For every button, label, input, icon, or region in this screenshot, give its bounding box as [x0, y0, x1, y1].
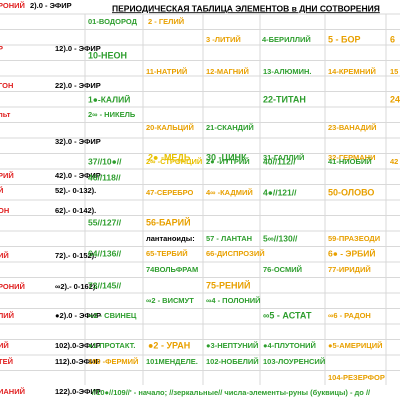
- cell-text: 21-СКАНДИЙ: [206, 123, 254, 132]
- cell-text: 42).0 - ЭФИР: [55, 171, 101, 180]
- cell-text: 22-ТИТАН: [263, 94, 306, 104]
- cell-text: ТЕЙ: [0, 357, 13, 366]
- cell-text: РОНИЙ: [0, 282, 25, 291]
- cell-text: ●3-НЕПТУНИЙ: [206, 341, 258, 350]
- cell-text: 4-БЕРИЛЛИЙ: [262, 35, 311, 44]
- cell-text: 14-КРЕМНИЙ: [328, 67, 376, 76]
- cell-text: 59-ПРАЗЕОДИ: [328, 234, 380, 243]
- cell-text: 6: [390, 34, 395, 44]
- cell-text: 6● - ЭРБИЙ: [328, 247, 375, 258]
- cell-text: ∞5 - АСТАТ: [263, 310, 312, 320]
- cell-text: ГОН: [0, 81, 13, 90]
- cell-text: 102).0-ЭФИР: [55, 341, 101, 350]
- cell-text: 22).0 - ЭФИР: [55, 81, 101, 90]
- cell-text: 11-НАТРИЙ: [146, 67, 187, 76]
- cell-text: ИЙ: [0, 341, 9, 350]
- cell-text: 13-АЛЮМИН.: [263, 67, 311, 76]
- cell-text: 32-ГЕРМАНИ: [328, 153, 375, 162]
- cell-text: //10●//109//' - начало; //зеркальные// ч…: [92, 388, 371, 397]
- cell-text: ∞2 - ВИСМУТ: [146, 296, 194, 305]
- cell-text: 57 - ЛАНТАН: [206, 234, 252, 243]
- cell-text: 112).0-ЭФИР: [55, 357, 100, 366]
- cell-text: 4●//121//: [263, 187, 297, 197]
- cell-text: 32).0 - ЭФИР: [55, 137, 101, 146]
- cell-text: лантаноиды:: [146, 234, 195, 243]
- cell-text: 104-РЕЗЕРФОР: [328, 373, 385, 382]
- cell-text: ОН: [0, 206, 9, 215]
- cell-text: ●2).0 - ЭФИР: [55, 311, 101, 320]
- cell-text: ИАНИЙ: [0, 387, 25, 396]
- cell-text: 46//118//: [88, 172, 121, 182]
- cell-text: 12-МАГНИЙ: [206, 67, 249, 76]
- grid: [0, 13, 400, 385]
- cell-text: 103-ЛОУРЕНСИЙ: [263, 357, 325, 366]
- cell-text: 102-НОБЕЛИЙ: [206, 357, 259, 366]
- cell-text: 77-ИРИДИЙ: [328, 265, 371, 274]
- cell-text: 12).0 - ЭФИР: [55, 44, 101, 53]
- cell-text: 2).0 - ЭФИР: [30, 1, 72, 10]
- cell-text: ИЙ: [0, 251, 9, 260]
- cell-text: 56-БАРИЙ: [146, 216, 191, 227]
- cell-text: 24: [390, 94, 400, 104]
- cell-text: 74ВОЛЬФРАМ: [146, 265, 198, 274]
- cell-text: 20-КАЛЬЦИЙ: [146, 123, 194, 132]
- cell-text: 75-РЕНИЙ: [206, 279, 250, 290]
- title: ПЕРИОДИЧЕСКАЯ ТАБЛИЦА ЭЛЕМЕНТОВ в ДНИ СО…: [112, 3, 380, 13]
- cell-text: 23-ВАНАДИЙ: [328, 123, 377, 132]
- cell-text: 2● -ИТТРИЙ: [206, 157, 250, 166]
- cell-text: 37//10●//: [88, 156, 122, 166]
- cell-text: 73//145//: [88, 280, 122, 290]
- cell-text: Р: [0, 44, 3, 53]
- cell-text: 01-ВОДОРОД: [88, 17, 138, 26]
- cell-text: ●5-АМЕРИЦИЙ: [328, 341, 383, 350]
- cell-text: ∞2).- 0-162).: [55, 282, 97, 291]
- cell-text: ЛИЙ: [0, 311, 14, 320]
- cell-text: 1●-КАЛИЙ: [88, 93, 130, 104]
- cell-text: 15: [390, 67, 398, 76]
- cell-text: 42: [390, 157, 398, 166]
- cell-text: ∞6 - РАДОН: [328, 311, 371, 320]
- cell-text: 31-ГАЛЛИЙ: [263, 153, 304, 162]
- cell-text: Й: [0, 186, 3, 195]
- cell-text: льт: [0, 110, 11, 119]
- cell-text: ∞2 - СВИНЕЦ: [88, 311, 137, 320]
- cell-text: ●4-ПЛУТОНИЙ: [263, 341, 316, 350]
- cell-text: 2∞ - НИКЕЛЬ: [88, 110, 136, 119]
- cell-text: 66-ДИСПРОЗИЙ: [206, 249, 265, 258]
- cell-text: 40//112//: [263, 156, 296, 166]
- cell-text: 65-ТЕРБИЙ: [146, 249, 188, 258]
- cell-text: 2∞ -СТРОНЦИЙ: [146, 157, 202, 166]
- cell-text: РОНИЙ: [0, 1, 25, 10]
- cell-text: 5∞//130//: [263, 233, 298, 243]
- cell-text: 2 - ГЕЛИЙ: [148, 17, 184, 26]
- cell-text: ●2 - УРАН: [148, 340, 190, 350]
- cell-text: 30 -ЦИНК: [206, 152, 247, 162]
- cell-text: ●1-ПРОТАКТ.: [88, 341, 135, 350]
- cell-text: ∞4 - ПОЛОНИЙ: [206, 296, 261, 305]
- cell-text: 5 - БОР: [328, 34, 360, 44]
- cell-text: 55//127//: [88, 217, 122, 227]
- cell-text: 64//136//: [88, 248, 122, 258]
- cell-text: 76-ОСМИЙ: [263, 265, 302, 274]
- cell-text: 72).- 0-152).: [55, 251, 96, 260]
- cell-text: 3 -ЛИТИЙ: [206, 35, 241, 44]
- cell-text: 122).0-ЭФИР: [55, 387, 101, 396]
- cell-text: 52).- 0-132).: [55, 186, 96, 195]
- cell-text: РИЙ: [0, 171, 14, 180]
- cell-text: 101МЕНДЕЛЕ.: [146, 357, 198, 366]
- cell-text: 41-НИОБИЙ: [328, 157, 372, 166]
- cell-text: 10-НЕОН: [88, 50, 127, 60]
- cell-text: 4∞ -КАДМИЙ: [206, 188, 253, 197]
- cell-text: 62).- 0-142).: [55, 206, 96, 215]
- cell-text: 47-СЕРЕБРО: [146, 188, 194, 197]
- cell-text: 50-ОЛОВО: [328, 187, 374, 197]
- cell-text: 100 -ФЕРМИЙ: [88, 357, 138, 366]
- cell-text: 2● -МЕДЬ: [148, 152, 191, 162]
